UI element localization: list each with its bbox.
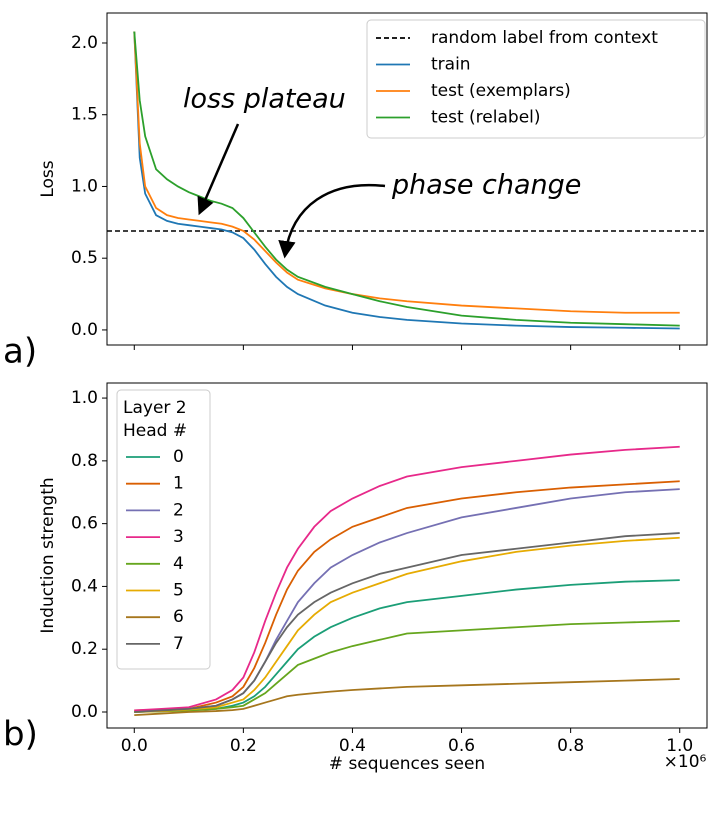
line-series — [133, 31, 680, 330]
legend-label: test (exemplars) — [431, 81, 571, 101]
annotation: phase change — [391, 170, 581, 201]
y-tick-label: 1.0 — [71, 176, 98, 196]
line-series — [134, 678, 680, 717]
legend-label: random label from context — [431, 28, 658, 48]
axes-frame — [106, 382, 708, 729]
annotation-arrow — [197, 123, 240, 216]
line-series — [133, 31, 680, 314]
y-axis-label: Induction strength — [38, 477, 58, 633]
y-axis-label: Loss — [38, 160, 58, 197]
y-tick-label: 0.8 — [71, 451, 98, 471]
panel-label: b) — [3, 715, 38, 755]
legend-box — [366, 19, 706, 139]
x-tick-label: 0.0 — [121, 736, 148, 756]
y-tick-label: 0.4 — [71, 576, 98, 596]
legend-label: 2 — [173, 500, 184, 520]
x-offset-label: ×10⁶ — [664, 752, 707, 772]
line-series — [134, 445, 680, 712]
y-tick-label: 2.0 — [71, 33, 98, 53]
y-tick-label: 0.0 — [71, 702, 98, 722]
y-tick-label: 0.2 — [71, 639, 98, 659]
y-tick-label: 0.5 — [71, 248, 98, 268]
axes-frame — [106, 12, 708, 346]
x-tick-label: 0.6 — [448, 736, 475, 756]
legend-label: train — [431, 55, 471, 75]
y-tick-label: 0.0 — [71, 320, 98, 340]
annotation-arrow — [278, 183, 386, 259]
x-tick-label: 0.4 — [339, 736, 366, 756]
panel-label: a) — [3, 332, 37, 372]
y-tick-label: 0.6 — [71, 514, 98, 534]
legend-label: 0 — [173, 447, 184, 467]
legend-title: Head # — [123, 421, 187, 441]
x-tick-label: 0.2 — [230, 736, 257, 756]
legend-label: 6 — [173, 607, 184, 627]
legend-box — [116, 389, 211, 670]
line-series — [134, 480, 680, 712]
legend-label: 7 — [173, 634, 184, 654]
annotation: loss plateau — [183, 84, 346, 115]
legend-label: 3 — [173, 527, 184, 547]
legend-title: Layer 2 — [123, 398, 187, 418]
legend-label: test (relabel) — [431, 108, 541, 128]
x-tick-label: 1.0 — [666, 736, 693, 756]
y-tick-label: 1.5 — [71, 105, 98, 125]
line-series — [134, 532, 680, 713]
x-axis-label: # sequences seen — [329, 754, 485, 774]
legend-label: 1 — [173, 474, 184, 494]
line-series — [133, 31, 680, 327]
line-series — [134, 536, 680, 713]
y-tick-label: 1.0 — [71, 388, 98, 408]
line-series — [134, 620, 680, 713]
legend-label: 4 — [173, 554, 184, 574]
legend-label: 5 — [173, 581, 184, 601]
x-tick-label: 0.8 — [557, 736, 584, 756]
